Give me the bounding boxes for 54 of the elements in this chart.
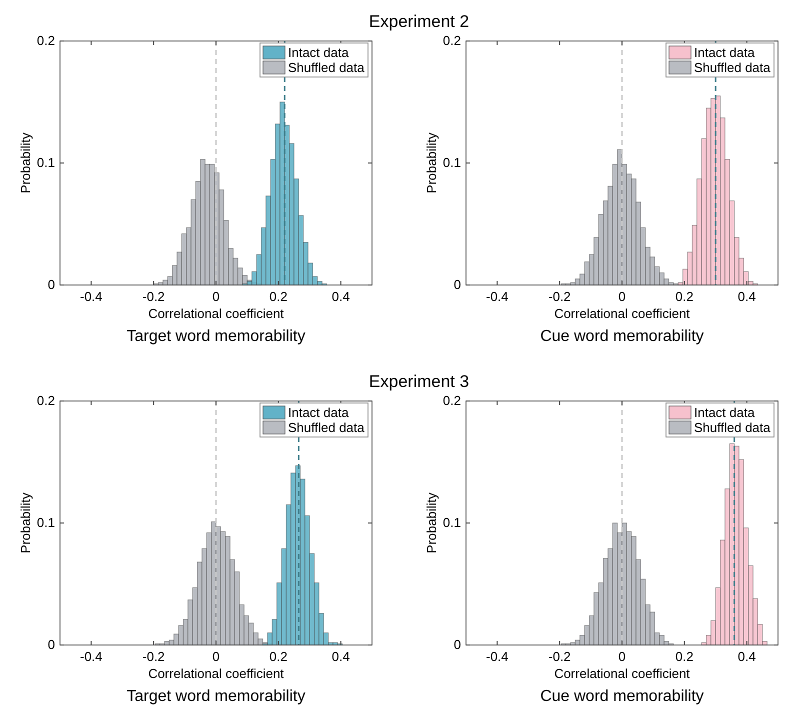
x-tick-label: 0.2 <box>675 289 694 304</box>
y-tick-label: 0.2 <box>36 33 55 48</box>
x-tick-label: -0.2 <box>142 649 165 664</box>
x-tick-label: 0.4 <box>738 649 756 664</box>
x-tick-label: -0.4 <box>80 649 102 664</box>
legend-label: Intact data <box>694 405 756 420</box>
legend-label: Intact data <box>288 45 350 60</box>
y-tick-label: 0.2 <box>442 33 461 48</box>
x-tick-label: 0 <box>618 649 626 664</box>
x-tick-label: 0.2 <box>675 649 694 664</box>
x-tick-label: -0.4 <box>486 289 508 304</box>
legend-label: Intact data <box>694 45 756 60</box>
legend-label: Shuffled data <box>288 420 366 435</box>
text: Experiment 3 <box>368 372 470 391</box>
y-axis-title: Probability <box>424 132 439 194</box>
x-axis-title: Correlational coefficient <box>148 666 284 681</box>
legend-label: Shuffled data <box>694 60 772 75</box>
legend-label: Shuffled data <box>694 420 772 435</box>
x-tick-label: 0 <box>212 649 220 664</box>
x-axis-title: Correlational coefficient <box>554 306 690 321</box>
x-tick-label: 0 <box>618 289 626 304</box>
legend-label: Shuffled data <box>288 60 366 75</box>
text: Cue word memorability <box>540 328 704 345</box>
text: Target word memorability <box>126 688 306 705</box>
x-tick-label: 0.4 <box>738 289 756 304</box>
x-axis-title: Correlational coefficient <box>148 306 284 321</box>
y-tick-label: 0.2 <box>36 393 55 408</box>
y-tick-label: 0 <box>48 637 55 652</box>
y-axis-title: Probability <box>18 132 33 194</box>
x-tick-label: 0 <box>212 289 220 304</box>
y-axis-title: Probability <box>18 492 33 554</box>
x-tick-label: -0.2 <box>142 289 165 304</box>
x-axis-title: Correlational coefficient <box>554 666 690 681</box>
y-tick-label: 0 <box>454 637 461 652</box>
x-tick-label: 0.4 <box>332 649 350 664</box>
y-tick-label: 0.1 <box>36 155 55 170</box>
y-tick-label: 0.1 <box>442 155 461 170</box>
x-tick-label: -0.4 <box>80 289 102 304</box>
y-tick-label: 0.2 <box>442 393 461 408</box>
text: Experiment 2 <box>368 12 470 31</box>
legend-label: Intact data <box>288 405 350 420</box>
y-axis-title: Probability <box>424 492 439 554</box>
text: Target word memorability <box>126 328 306 345</box>
y-tick-label: 0 <box>48 277 55 292</box>
y-tick-label: 0.1 <box>36 515 55 530</box>
x-tick-label: 0.2 <box>269 649 288 664</box>
x-tick-label: 0.2 <box>269 289 288 304</box>
text: Cue word memorability <box>540 688 704 705</box>
x-tick-label: 0.4 <box>332 289 350 304</box>
x-tick-label: -0.4 <box>486 649 508 664</box>
x-tick-label: -0.2 <box>548 289 571 304</box>
x-tick-label: -0.2 <box>548 649 571 664</box>
y-tick-label: 0.1 <box>442 515 461 530</box>
y-tick-label: 0 <box>454 277 461 292</box>
